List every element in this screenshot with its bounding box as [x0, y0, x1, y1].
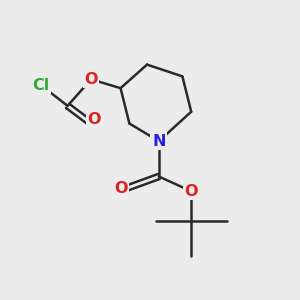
Text: O: O	[84, 72, 98, 87]
Text: O: O	[114, 181, 127, 196]
Text: Cl: Cl	[32, 78, 50, 93]
Text: O: O	[87, 112, 101, 127]
Text: N: N	[152, 134, 166, 149]
Text: O: O	[184, 184, 198, 199]
